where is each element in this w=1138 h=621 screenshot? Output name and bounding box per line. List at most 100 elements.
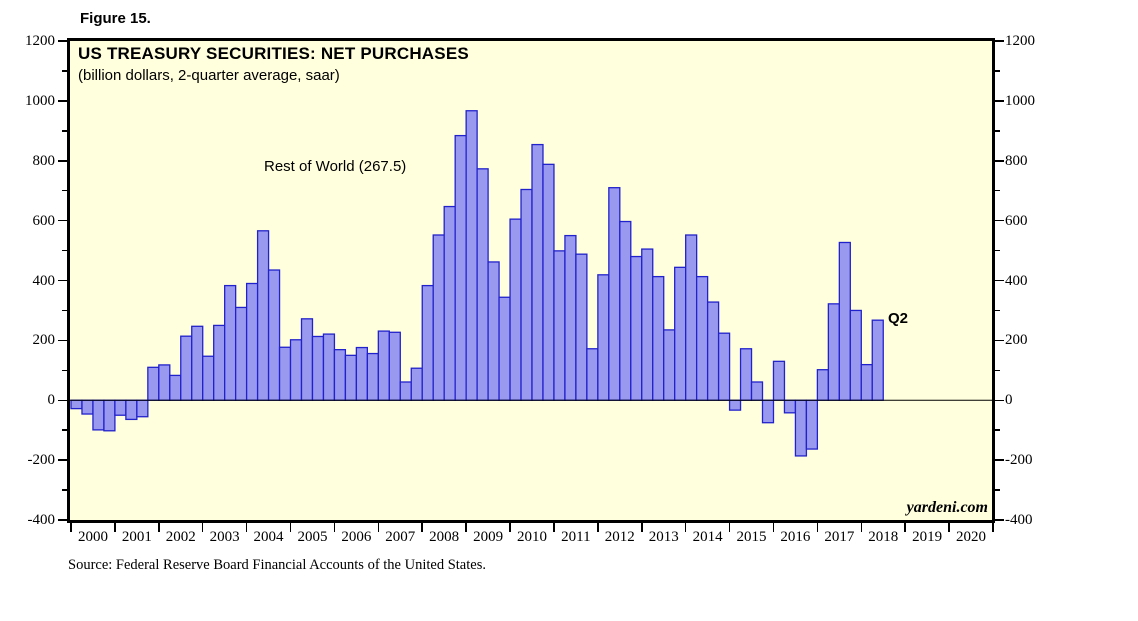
x-year-label: 2017 [824, 529, 855, 545]
y-tick-label-right: 0 [1005, 392, 1013, 409]
bar-2014Q1 [685, 234, 698, 401]
x-year-label: 2014 [692, 529, 723, 545]
y-tick-right [995, 70, 1000, 72]
bar-2010Q4 [542, 163, 555, 401]
bar-2004Q3 [267, 269, 281, 401]
bar-2013Q2 [652, 275, 665, 401]
bar-2012Q1 [597, 274, 610, 401]
bar-2014Q2 [695, 275, 709, 401]
last-point-label: Q2 [888, 310, 909, 327]
y-tick-label-right: 200 [1005, 332, 1028, 349]
y-tick-left [58, 100, 67, 102]
y-tick-left [62, 429, 67, 431]
bar-2006Q4 [366, 352, 379, 401]
bar-2012Q2 [608, 187, 621, 401]
bar-2009Q4 [498, 296, 511, 401]
y-tick-label-left: 1200 [25, 33, 55, 49]
bar-2012Q4 [630, 255, 643, 401]
bar-2003Q3 [224, 284, 237, 401]
x-tick [772, 523, 775, 532]
bar-2004Q1 [245, 282, 259, 401]
x-tick [816, 523, 819, 532]
y-tick-label-left: -200 [27, 452, 56, 469]
y-tick-right [995, 339, 1004, 342]
x-tick [860, 523, 863, 532]
bar-2013Q1 [641, 248, 654, 401]
y-tick-right [995, 189, 1000, 192]
y-tick-label-left: 400 [32, 272, 56, 289]
y-tick-label-right: 600 [1005, 212, 1028, 229]
bar-2015Q1 [728, 399, 742, 411]
bar-2006Q3 [355, 346, 369, 401]
x-year-label: 2002 [165, 529, 196, 545]
x-tick [684, 523, 687, 532]
source-note: Source: Federal Reserve Board Financial … [68, 557, 486, 573]
y-tick-left [62, 189, 67, 192]
y-tick-left [58, 219, 67, 222]
bar-2007Q1 [377, 330, 390, 401]
x-year-label: 2004 [253, 529, 284, 545]
y-tick-left [62, 369, 67, 372]
bar-2010Q1 [509, 218, 522, 401]
y-tick-label-right: -200 [1005, 452, 1033, 469]
bar-2011Q4 [586, 348, 599, 401]
bar-2006Q2 [344, 354, 358, 401]
x-tick [465, 523, 467, 532]
y-tick-left [62, 249, 67, 252]
x-year-label: 2003 [209, 529, 240, 545]
x-year-label: 2020 [956, 529, 987, 545]
y-tick-right [995, 369, 1000, 372]
x-year-label: 2015 [736, 529, 767, 545]
x-tick [509, 523, 511, 532]
x-year-label: 2007 [385, 529, 416, 545]
bar-2014Q4 [717, 332, 731, 401]
bar-2016Q4 [805, 399, 819, 450]
x-year-label: 2011 [561, 529, 591, 545]
y-tick-label-right: -400 [1005, 512, 1033, 528]
bar-2017Q3 [838, 241, 851, 401]
bar-2016Q3 [794, 399, 808, 457]
bar-2004Q4 [278, 346, 292, 401]
x-year-label: 2013 [648, 529, 679, 545]
y-tick-right [995, 249, 1000, 252]
bar-2000Q3 [92, 399, 105, 431]
y-tick-left [58, 399, 67, 401]
bar-2008Q4 [454, 134, 467, 401]
y-tick-right [995, 130, 1000, 132]
bar-2015Q2 [739, 348, 753, 401]
y-tick-left [58, 339, 67, 342]
y-tick-left [62, 309, 67, 312]
y-tick-left [58, 279, 67, 282]
x-tick [597, 523, 599, 532]
x-tick [948, 523, 950, 532]
bar-2016Q1 [772, 360, 786, 401]
x-year-label: 2018 [868, 529, 899, 545]
y-tick-right [995, 100, 1004, 102]
y-tick-left [58, 519, 67, 521]
watermark: yardeni.com [906, 499, 988, 516]
bar-2000Q2 [81, 399, 94, 415]
y-tick-label-left: 600 [32, 212, 56, 229]
bar-2011Q3 [575, 253, 588, 401]
y-tick-left [58, 40, 67, 42]
x-year-label: 2010 [516, 529, 547, 545]
bar-2005Q2 [300, 318, 314, 401]
y-tick-right [995, 459, 1004, 461]
x-tick [377, 523, 380, 532]
x-year-label: 2006 [341, 529, 372, 545]
y-tick-right [995, 219, 1004, 222]
x-year-label: 2012 [604, 529, 635, 545]
y-tick-label-left: 200 [32, 332, 56, 349]
bar-2007Q2 [388, 331, 401, 401]
y-tick-right [995, 160, 1004, 162]
y-tick-right [995, 489, 1000, 491]
bar-2003Q4 [234, 306, 248, 401]
y-tick-right [995, 279, 1004, 282]
x-year-label: 2000 [77, 529, 108, 545]
y-tick-right [995, 399, 1004, 401]
bar-2001Q4 [147, 366, 160, 401]
x-year-label: 2009 [473, 529, 504, 545]
y-tick-left [58, 160, 67, 162]
bar-2007Q4 [410, 367, 423, 401]
bar-2011Q2 [564, 234, 577, 401]
